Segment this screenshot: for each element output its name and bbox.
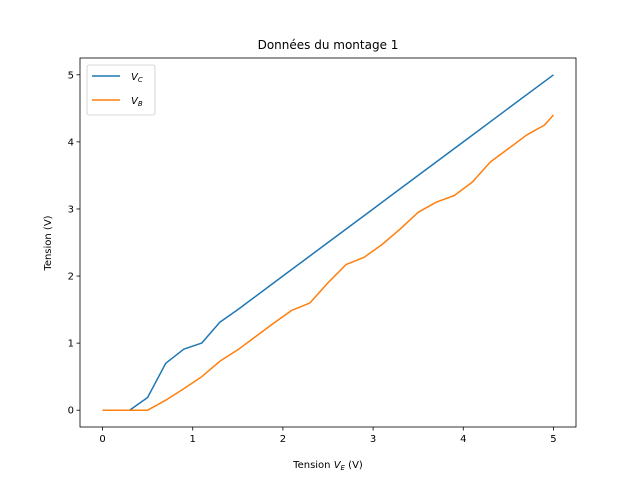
- x-tick-label: 4: [460, 434, 466, 445]
- y-tick-label: 3: [68, 204, 74, 215]
- y-tick-label: 0: [68, 406, 74, 417]
- y-tick-label: 2: [68, 272, 74, 283]
- y-tick-label: 1: [68, 339, 74, 350]
- x-tick-label: 2: [280, 434, 286, 445]
- plot-frame: [79, 57, 577, 428]
- y-axis-label: Tension (V): [43, 215, 54, 271]
- legend-label-vc: VC: [131, 72, 143, 84]
- legend-label-vb: VB: [131, 96, 143, 108]
- y-tick-label: 4: [68, 137, 74, 148]
- legend-box: [86, 64, 156, 116]
- x-tick-label: 5: [550, 434, 556, 445]
- x-tick-label: 3: [370, 434, 376, 445]
- y-axis-ticks: 0 1 2 3 4 5: [68, 70, 80, 417]
- series-line-vb: [102, 114, 555, 411]
- plot-lines: [102, 74, 555, 411]
- x-tick-label: 1: [190, 434, 196, 445]
- x-axis-label: Tension VE (V): [292, 460, 363, 472]
- y-tick-label: 5: [68, 70, 74, 81]
- x-tick-label: 0: [99, 434, 105, 445]
- chart-title: Données du montage 1: [258, 38, 399, 52]
- x-axis-ticks: 0 1 2 3 4 5: [99, 427, 557, 445]
- series-line-vc: [102, 74, 554, 411]
- legend: VC VB: [86, 64, 156, 116]
